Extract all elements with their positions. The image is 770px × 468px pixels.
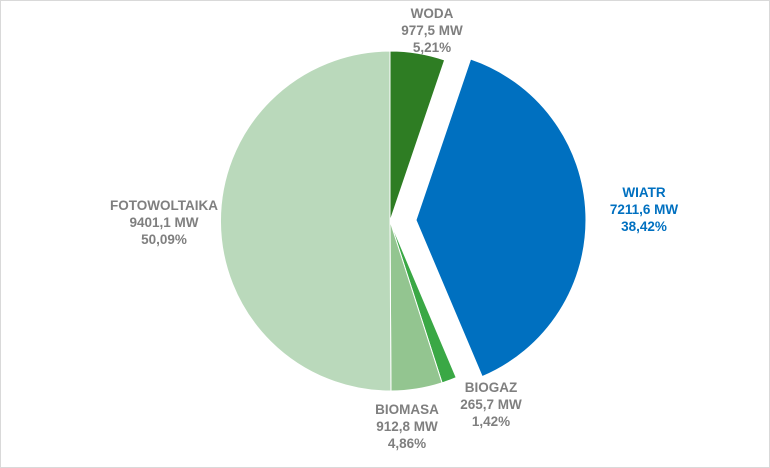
label-name: WIATR — [622, 185, 665, 200]
label-value: 265,7 MW — [460, 397, 522, 412]
label-percent: 38,42% — [621, 219, 667, 234]
label-value: 912,8 MW — [376, 419, 438, 434]
label-percent: 50,09% — [141, 232, 187, 247]
label-value: 9401,1 MW — [129, 215, 198, 230]
label-percent: 5,21% — [413, 40, 451, 55]
label-value: 977,5 MW — [401, 23, 463, 38]
label-name: WODA — [411, 6, 454, 21]
pie-slice-wiatr — [415, 58, 587, 378]
label-name: BIOMASA — [375, 402, 439, 417]
label-name: FOTOWOLTAIKA — [110, 198, 218, 213]
pie-slice-fotowoltaika — [219, 50, 392, 392]
label-name: BIOGAZ — [465, 380, 518, 395]
data-label-fotowoltaika: FOTOWOLTAIKA 9401,1 MW 50,09% — [110, 198, 218, 247]
data-label-biomasa: BIOMASA 912,8 MW 4,86% — [375, 402, 439, 451]
data-label-biogaz: BIOGAZ 265,7 MW 1,42% — [460, 380, 522, 429]
label-percent: 4,86% — [388, 436, 426, 451]
data-label-woda: WODA 977,5 MW 5,21% — [401, 6, 463, 55]
label-percent: 1,42% — [472, 414, 510, 429]
data-label-wiatr: WIATR 7211,6 MW 38,42% — [610, 185, 679, 234]
label-value: 7211,6 MW — [610, 202, 679, 217]
